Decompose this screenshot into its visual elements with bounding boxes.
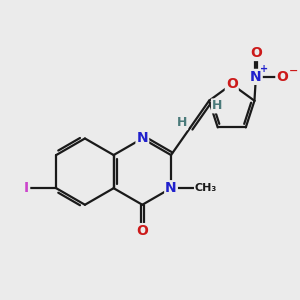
Text: H: H (177, 116, 187, 129)
Text: I: I (24, 181, 29, 195)
Text: −: − (289, 65, 298, 76)
Text: O: O (250, 46, 262, 60)
Text: +: + (260, 64, 268, 74)
Text: O: O (136, 224, 148, 238)
Text: N: N (165, 181, 177, 195)
Text: N: N (250, 70, 262, 84)
Text: O: O (276, 70, 288, 84)
Text: O: O (226, 77, 238, 91)
Text: CH₃: CH₃ (195, 183, 217, 193)
Text: N: N (136, 131, 148, 146)
Text: H: H (212, 99, 222, 112)
